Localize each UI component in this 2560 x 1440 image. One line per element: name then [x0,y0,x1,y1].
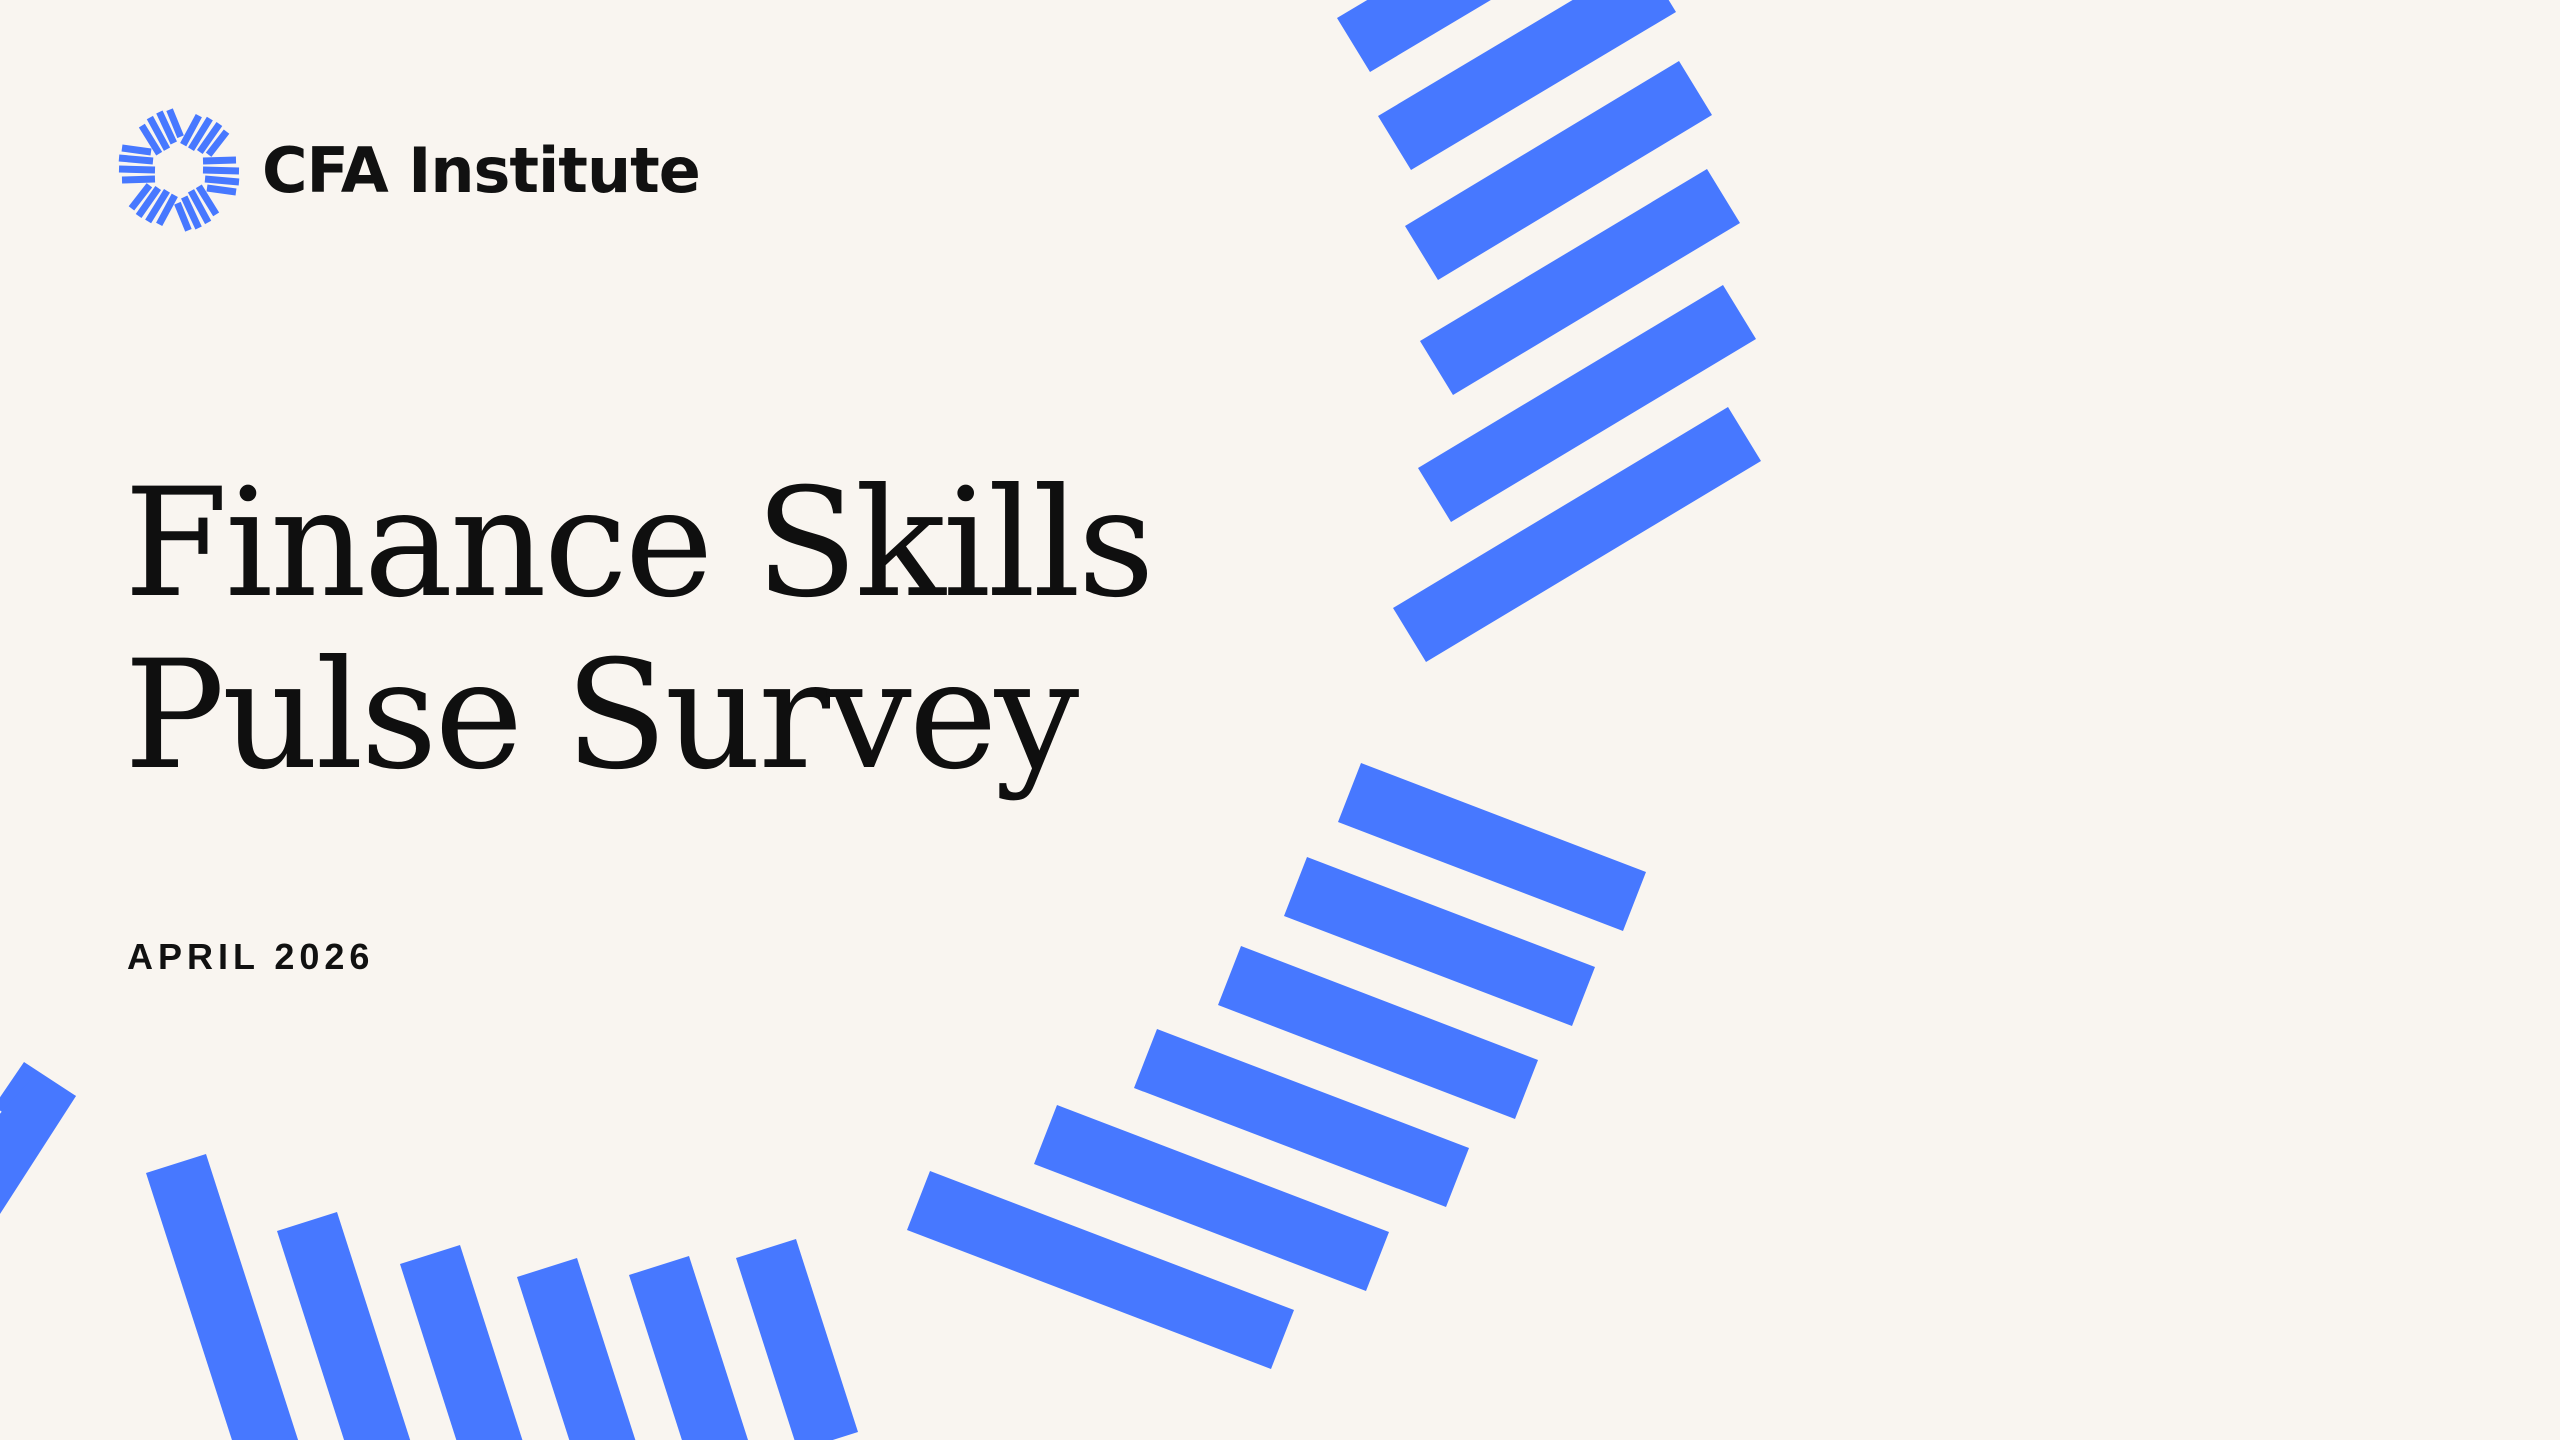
stripe [629,1256,748,1440]
stripe [1338,763,1646,931]
stripe [1378,0,1676,170]
stripe-group-top [1337,0,1761,662]
stripe [1218,946,1538,1119]
title-line-2: Pulse Survey [124,629,1079,803]
stripe [1134,1029,1469,1207]
stripe [517,1258,636,1440]
brand-logo: CFA Institute [116,106,701,234]
stripe [1034,1105,1389,1291]
page-title: Finance Skills Pulse Survey [124,457,1155,803]
stripe [1393,407,1761,662]
stripe [277,1212,411,1440]
stripe [1284,857,1595,1026]
stripe [1420,169,1740,395]
stripe [1405,61,1712,280]
title-line-1: Finance Skills [124,457,1155,631]
cfa-starburst-icon [118,108,240,232]
publication-date: APRIL 2026 [127,936,375,977]
stripe-group-bottom [0,1062,858,1440]
stripe [736,1239,858,1440]
stripe [146,1154,299,1440]
stripe-group-middle [907,763,1646,1369]
stripe [1418,285,1756,522]
stripe [907,1171,1294,1369]
stripe [0,1076,76,1214]
brand-name: CFA Institute [262,133,701,207]
stripe [1337,0,1491,72]
stripe [400,1245,523,1440]
